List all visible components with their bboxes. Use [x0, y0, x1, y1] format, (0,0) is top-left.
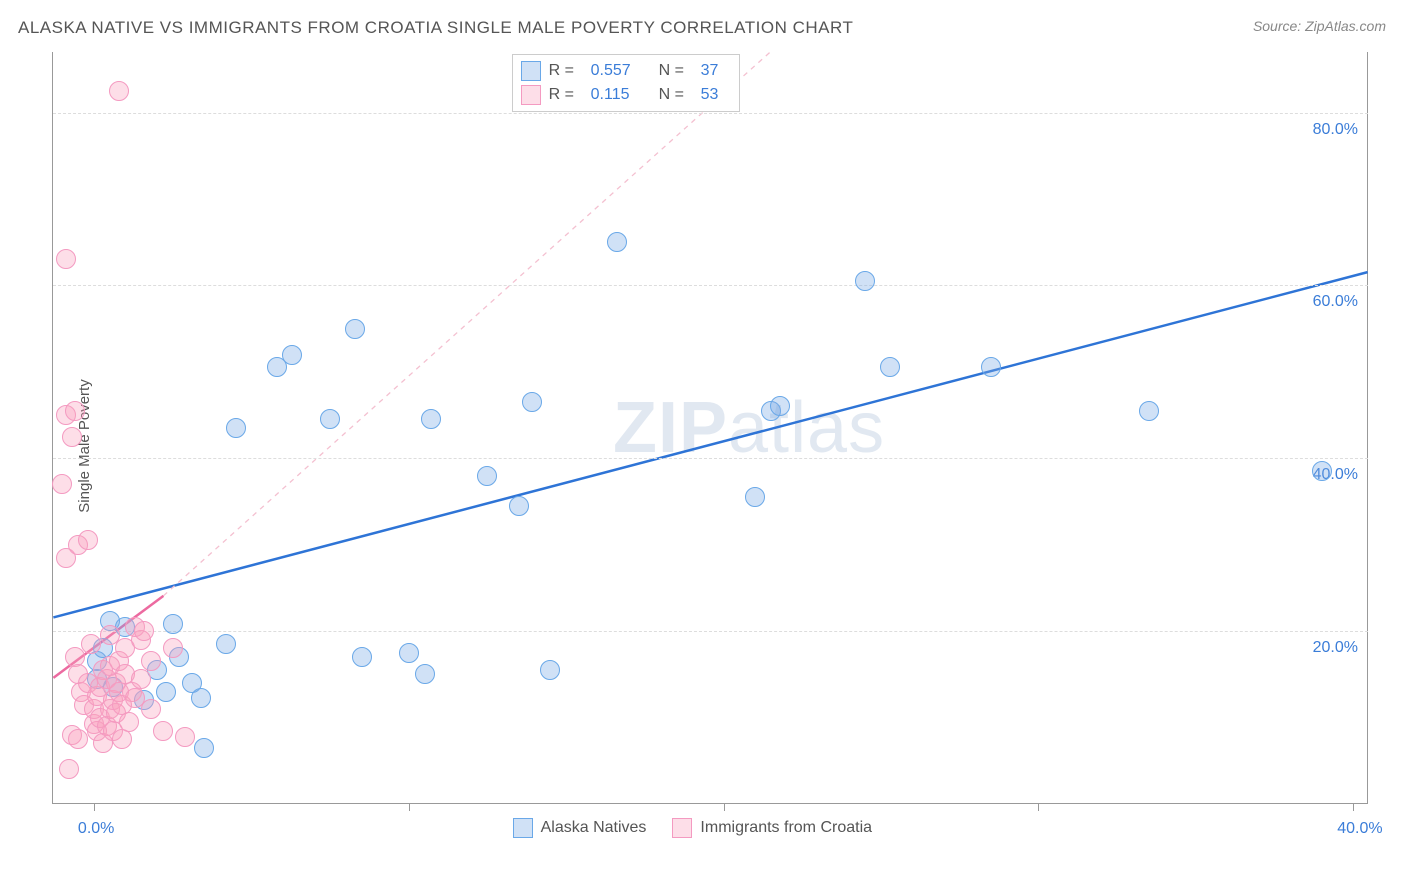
scatter-point — [415, 664, 435, 684]
legend-correlation-row: R = 0.557 N = 37 — [521, 59, 731, 83]
legend-series: Alaska Natives Immigrants from Croatia — [513, 818, 872, 838]
scatter-point — [119, 712, 139, 732]
scatter-point — [345, 319, 365, 339]
legend-series-item: Alaska Natives — [513, 818, 647, 838]
scatter-point — [509, 496, 529, 516]
x-tick — [724, 803, 725, 811]
x-tick — [94, 803, 95, 811]
x-tick — [1038, 803, 1039, 811]
x-tick-label: 0.0% — [78, 820, 114, 838]
r-label: R = — [549, 86, 583, 104]
chart-title: ALASKA NATIVE VS IMMIGRANTS FROM CROATIA… — [18, 18, 853, 38]
scatter-point — [163, 614, 183, 634]
n-value: 53 — [701, 86, 731, 104]
scatter-point — [282, 345, 302, 365]
source-label: Source: ZipAtlas.com — [1253, 18, 1386, 34]
scatter-point — [1139, 401, 1159, 421]
scatter-point — [421, 409, 441, 429]
legend-series-item: Immigrants from Croatia — [672, 818, 872, 838]
r-value: 0.115 — [591, 86, 651, 104]
scatter-point — [112, 729, 132, 749]
scatter-point — [226, 418, 246, 438]
chart-plot-area: ZIPatlas 20.0%40.0%60.0%80.0% — [52, 52, 1368, 804]
scatter-point — [1312, 461, 1332, 481]
scatter-point — [399, 643, 419, 663]
scatter-point — [163, 638, 183, 658]
scatter-point — [109, 81, 129, 101]
scatter-point — [981, 357, 1001, 377]
scatter-point — [191, 688, 211, 708]
scatter-point — [855, 271, 875, 291]
scatter-point — [880, 357, 900, 377]
legend-correlations: R = 0.557 N = 37 R = 0.115 N = 53 — [512, 54, 740, 112]
scatter-point — [65, 401, 85, 421]
legend-swatch — [672, 818, 692, 838]
scatter-point — [78, 530, 98, 550]
watermark-bold: ZIP — [613, 388, 728, 468]
scatter-point — [175, 727, 195, 747]
watermark: ZIPatlas — [613, 387, 885, 469]
y-tick-label: 80.0% — [1313, 121, 1358, 139]
legend-swatch — [521, 85, 541, 105]
scatter-point — [352, 647, 372, 667]
scatter-point — [477, 466, 497, 486]
scatter-point — [770, 396, 790, 416]
r-label: R = — [549, 62, 583, 80]
gridline-h — [53, 113, 1368, 114]
watermark-rest: atlas — [728, 388, 885, 468]
legend-series-label: Immigrants from Croatia — [700, 819, 872, 837]
x-tick-label: 40.0% — [1337, 820, 1382, 838]
gridline-h — [53, 285, 1368, 286]
y-tick-label: 60.0% — [1313, 293, 1358, 311]
legend-swatch — [513, 818, 533, 838]
gridline-h — [53, 458, 1368, 459]
scatter-point — [607, 232, 627, 252]
scatter-point — [522, 392, 542, 412]
scatter-point — [540, 660, 560, 680]
y-tick-label: 20.0% — [1313, 639, 1358, 657]
scatter-point — [52, 474, 72, 494]
scatter-point — [56, 249, 76, 269]
scatter-point — [81, 634, 101, 654]
trend-line — [53, 272, 1367, 617]
legend-swatch — [521, 61, 541, 81]
trend-line — [163, 52, 770, 596]
n-label: N = — [659, 86, 693, 104]
legend-series-label: Alaska Natives — [541, 819, 647, 837]
scatter-point — [320, 409, 340, 429]
scatter-point — [745, 487, 765, 507]
scatter-point — [62, 427, 82, 447]
scatter-point — [153, 721, 173, 741]
scatter-point — [134, 621, 154, 641]
n-value: 37 — [701, 62, 731, 80]
r-value: 0.557 — [591, 62, 651, 80]
trend-lines-layer — [53, 52, 1368, 803]
x-tick — [1353, 803, 1354, 811]
scatter-point — [216, 634, 236, 654]
scatter-point — [68, 729, 88, 749]
scatter-point — [156, 682, 176, 702]
n-label: N = — [659, 62, 693, 80]
scatter-point — [141, 699, 161, 719]
scatter-point — [141, 651, 161, 671]
legend-correlation-row: R = 0.115 N = 53 — [521, 83, 731, 107]
scatter-point — [131, 669, 151, 689]
gridline-h — [53, 631, 1368, 632]
x-tick — [409, 803, 410, 811]
scatter-point — [59, 759, 79, 779]
scatter-point — [194, 738, 214, 758]
right-axis-line — [1367, 52, 1369, 803]
